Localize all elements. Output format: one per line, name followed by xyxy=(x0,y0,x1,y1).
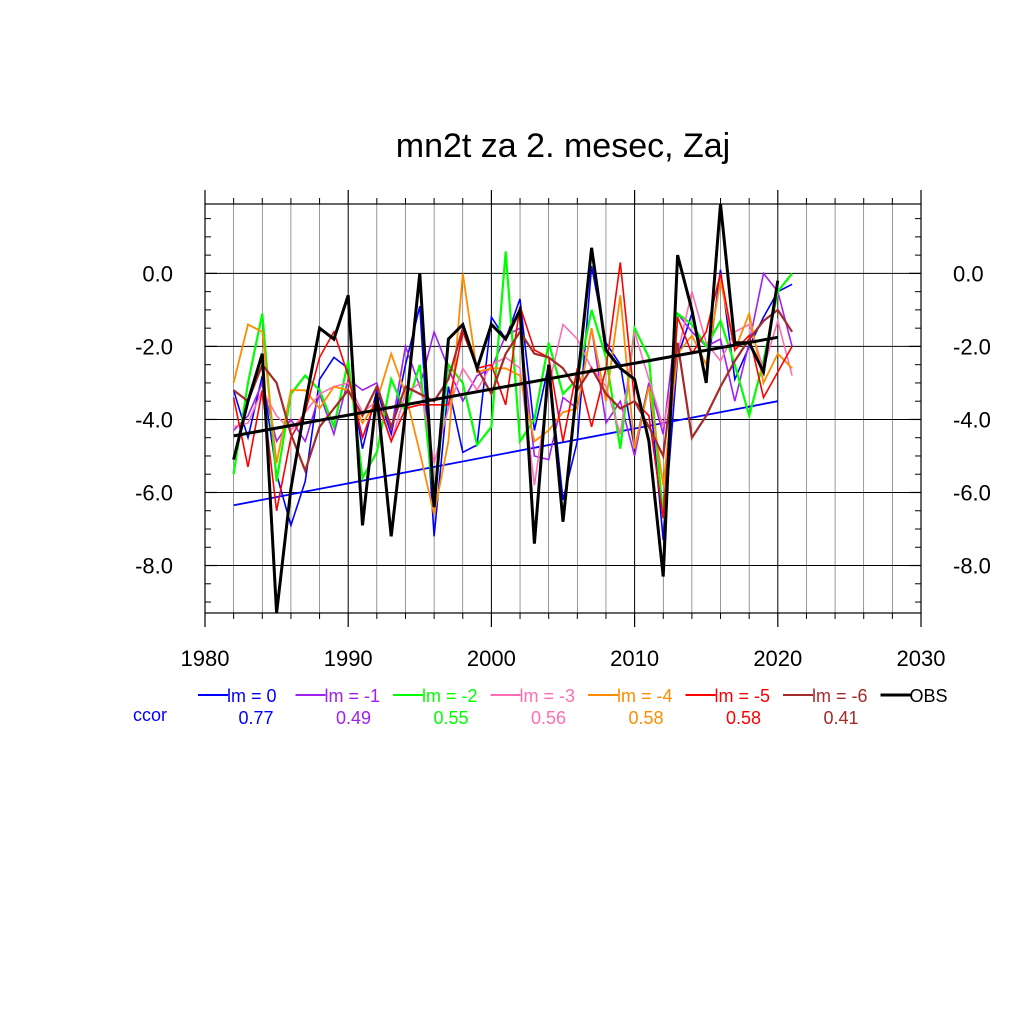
x-tick-label: 2010 xyxy=(610,646,659,671)
y-tick-label-right: -8.0 xyxy=(953,554,991,579)
trend-line-0 xyxy=(233,400,778,507)
plot-frame xyxy=(204,203,922,614)
chart-title: mn2t za 2. mesec, Zaj xyxy=(396,127,730,165)
legend: ccor lm = 00.77 lm = -10.49 lm = -20.55 lm =… xyxy=(133,686,948,728)
y-tick-label-left: -4.0 xyxy=(135,407,173,432)
series-line-7 xyxy=(232,203,780,614)
x-tick-label: 1990 xyxy=(324,646,373,671)
x-tick-label: 1980 xyxy=(181,646,230,671)
legend-ccor-4: 0.58 xyxy=(628,708,663,728)
legend-label-1: lm = -1 xyxy=(325,686,381,706)
legend-label-2: lm = -2 xyxy=(422,686,478,706)
legend-label-6: lm = -6 xyxy=(812,686,868,706)
axis-ticks xyxy=(204,190,922,627)
legend-label-0: lm = 0 xyxy=(227,686,277,706)
legend-label-7: OBS xyxy=(910,686,948,706)
y-tick-label-right: -4.0 xyxy=(953,407,991,432)
y-tick-label-right: -6.0 xyxy=(953,480,991,505)
x-tick-label: 2020 xyxy=(753,646,802,671)
legend-label-4: lm = -4 xyxy=(617,686,673,706)
y-tick-label-left: -6.0 xyxy=(135,480,173,505)
series-layer xyxy=(232,203,794,614)
legend-ccor-2: 0.55 xyxy=(433,708,468,728)
series-line-2 xyxy=(232,251,793,519)
x-tick-label: 2030 xyxy=(897,646,946,671)
y-tick-label-right: 0.0 xyxy=(953,261,984,286)
legend-label-5: lm = -5 xyxy=(715,686,771,706)
grid-lines xyxy=(204,204,922,613)
y-tick-label-left: -8.0 xyxy=(135,554,173,579)
y-tick-label-left: -2.0 xyxy=(135,334,173,359)
legend-ccor-3: 0.56 xyxy=(531,708,566,728)
legend-ccor-0: 0.77 xyxy=(238,708,273,728)
legend-ccor-6: 0.41 xyxy=(823,708,858,728)
trend-line-7 xyxy=(233,335,779,438)
series-line-3 xyxy=(233,291,793,486)
legend-label-3: lm = -3 xyxy=(520,686,576,706)
y-tick-label-left: 0.0 xyxy=(142,261,173,286)
axis-tick-labels: 1980 1990 2000 2010 2020 2030 0.0 0.0 -2.0 -2.0 -4… xyxy=(135,261,991,671)
y-tick-label-right: -2.0 xyxy=(953,334,991,359)
legend-ccor-5: 0.58 xyxy=(726,708,761,728)
ccor-label: ccor xyxy=(133,705,167,725)
x-tick-label: 2000 xyxy=(467,646,516,671)
legend-ccor-1: 0.49 xyxy=(336,708,371,728)
